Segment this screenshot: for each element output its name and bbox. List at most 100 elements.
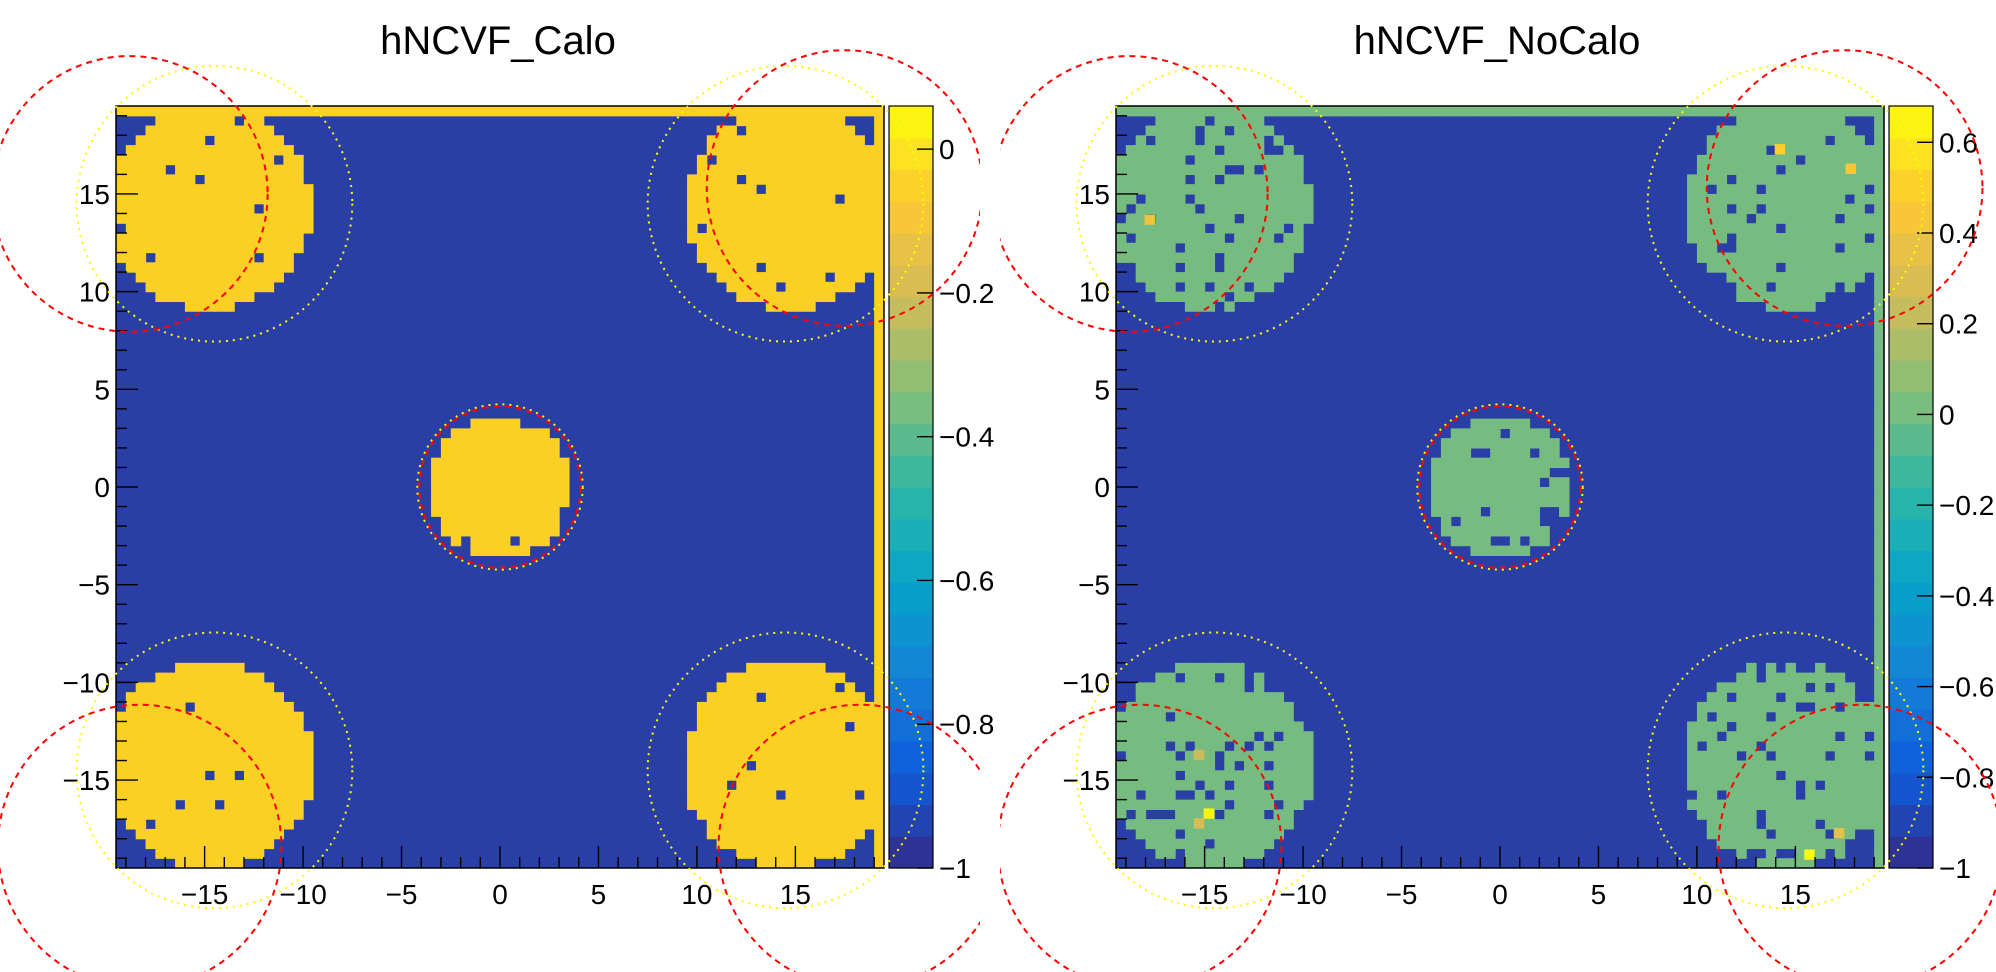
heatmap-cell xyxy=(1155,780,1166,791)
heatmap-cell xyxy=(864,741,875,752)
heatmap-cell xyxy=(431,457,442,469)
heatmap-cell xyxy=(1175,760,1186,771)
heatmap-cell xyxy=(214,301,225,312)
heatmap-cell xyxy=(283,750,294,762)
heatmap-cell xyxy=(1460,428,1472,439)
heatmap-cell xyxy=(244,281,255,293)
heatmap-cell xyxy=(1834,838,1846,850)
heatmap-cell xyxy=(480,516,491,527)
heatmap-cell xyxy=(815,662,826,674)
heatmap-cell xyxy=(175,272,186,283)
heatmap-cell xyxy=(1155,731,1166,742)
heatmap-cell xyxy=(283,819,294,830)
heatmap-cell xyxy=(1765,154,1777,166)
heatmap-cell xyxy=(1756,145,1767,156)
heatmap-cell xyxy=(1765,262,1777,273)
heatmap-cell xyxy=(1253,115,1265,127)
heatmap-cell xyxy=(204,711,216,723)
heatmap-cell xyxy=(765,291,777,302)
heatmap-cell xyxy=(175,262,186,273)
heatmap-cell xyxy=(145,184,156,195)
heatmap-cell xyxy=(1214,701,1225,713)
heatmap-cell xyxy=(1234,799,1245,810)
heatmap-cell xyxy=(874,408,884,420)
heatmap-cell xyxy=(1864,174,1875,185)
heatmap-cell xyxy=(470,487,481,498)
heatmap-cell xyxy=(1805,858,1816,868)
heatmap-cell xyxy=(303,106,314,117)
heatmap-cell xyxy=(805,731,816,742)
heatmap-cell xyxy=(184,750,196,762)
heatmap-cell xyxy=(539,535,550,547)
heatmap-cell xyxy=(834,135,846,146)
heatmap-cell xyxy=(1815,828,1826,840)
heatmap-cell xyxy=(1815,731,1826,742)
heatmap-cell xyxy=(480,418,491,429)
heatmap-cell xyxy=(490,496,501,508)
heatmap-cell xyxy=(480,428,491,439)
heatmap-cell xyxy=(716,154,728,166)
heatmap-cell xyxy=(1854,193,1865,205)
heatmap-cell xyxy=(726,213,737,224)
heatmap-cell xyxy=(1736,711,1747,723)
heatmap-cell xyxy=(175,828,186,840)
heatmap-cell xyxy=(155,203,166,215)
heatmap-cell xyxy=(1480,545,1491,556)
heatmap-cell xyxy=(1283,233,1294,244)
heatmap-cell xyxy=(165,174,176,185)
heatmap-cell xyxy=(1155,242,1166,254)
heatmap-cell xyxy=(1824,281,1836,293)
heatmap-cell xyxy=(253,115,265,127)
heatmap-cell xyxy=(431,477,442,488)
heatmap-cell xyxy=(874,828,884,840)
heatmap-cell xyxy=(519,545,531,556)
heatmap-cell xyxy=(874,135,884,146)
heatmap-cell xyxy=(1263,721,1275,732)
heatmap-cell xyxy=(696,721,708,732)
heatmap-cell xyxy=(854,731,865,742)
heatmap-cell xyxy=(1214,682,1225,693)
heatmap-cell xyxy=(1706,135,1718,146)
heatmap-cell xyxy=(726,731,737,742)
heatmap-cell xyxy=(795,780,806,791)
heatmap-cell xyxy=(519,506,531,517)
heatmap-cell xyxy=(1765,135,1777,146)
heatmap-cell xyxy=(1765,272,1777,283)
heatmap-cell xyxy=(1204,193,1216,205)
heatmap-cell xyxy=(795,760,806,771)
colorbar-segment xyxy=(1889,518,1933,552)
heatmap-cell xyxy=(1854,780,1865,791)
heatmap-cell xyxy=(135,252,147,263)
heatmap-cell xyxy=(736,281,747,293)
heatmap-cell xyxy=(1214,115,1225,127)
colorbar-tick-label: −1 xyxy=(1939,853,1971,884)
heatmap-cell xyxy=(1184,701,1196,713)
heatmap-cell xyxy=(795,291,806,302)
heatmap-cell xyxy=(1204,272,1216,283)
heatmap-cell xyxy=(1194,193,1206,205)
heatmap-cell xyxy=(736,242,747,254)
heatmap-cell xyxy=(706,135,718,146)
heatmap-cell xyxy=(1716,106,1728,117)
heatmap-cell xyxy=(460,438,472,449)
heatmap-cell xyxy=(854,213,865,224)
heatmap-cell xyxy=(1529,506,1540,517)
heatmap-cell xyxy=(1756,174,1767,185)
heatmap-cell xyxy=(263,819,275,830)
heatmap-cell xyxy=(1234,154,1245,166)
heatmap-cell xyxy=(1746,145,1757,156)
heatmap-cell xyxy=(519,487,531,498)
heatmap-cell xyxy=(165,281,176,293)
heatmap-cell xyxy=(874,262,884,273)
heatmap-cell xyxy=(1184,145,1196,156)
heatmap-cell xyxy=(716,789,728,801)
heatmap-cell xyxy=(785,272,796,283)
heatmap-cell xyxy=(1736,272,1747,283)
heatmap-cell xyxy=(224,789,235,801)
heatmap-cell xyxy=(736,262,747,273)
heatmap-cell xyxy=(765,780,777,791)
heatmap-cell xyxy=(1716,721,1728,732)
heatmap-cell xyxy=(1224,711,1235,723)
heatmap-cell xyxy=(726,135,737,146)
heatmap-cell xyxy=(145,213,156,224)
